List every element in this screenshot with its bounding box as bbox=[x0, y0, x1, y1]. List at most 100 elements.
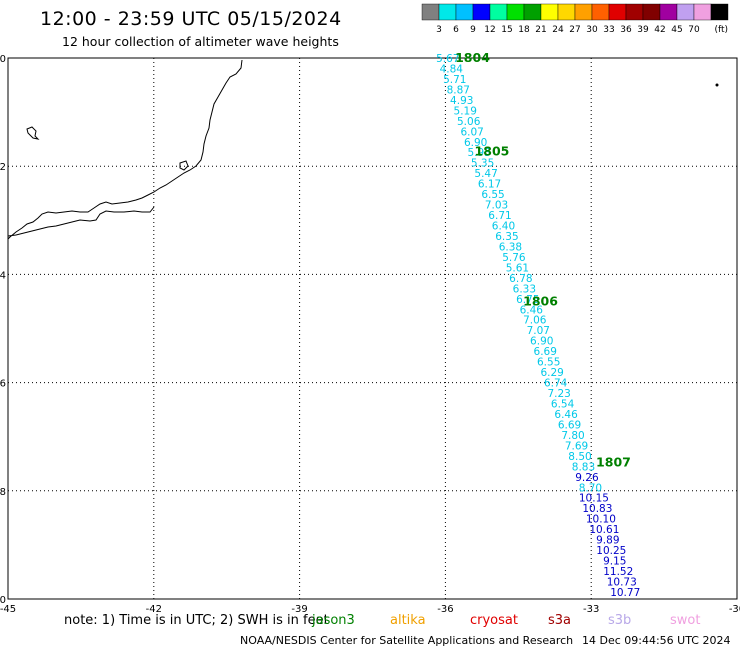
swh-value: 10.73 bbox=[607, 576, 637, 588]
swh-value: 6.74 bbox=[544, 378, 568, 390]
swh-value: 4.84 bbox=[440, 63, 464, 75]
swh-value: 6.46 bbox=[520, 304, 544, 316]
swh-value: 6.54 bbox=[551, 399, 575, 411]
swh-value: 5.93 bbox=[467, 147, 490, 159]
colorbar-tick-label: 3 bbox=[436, 25, 442, 35]
pass-time-label: 1807 bbox=[596, 455, 631, 470]
colorbar-tick-label: 45 bbox=[671, 25, 682, 35]
colorbar-tick-label: 30 bbox=[586, 25, 598, 35]
swh-value: 10.83 bbox=[582, 503, 612, 515]
colorbar-tick-label: 39 bbox=[637, 25, 649, 35]
satellite-legend-item: s3a bbox=[548, 613, 572, 628]
lat-tick-label: -28 bbox=[0, 487, 6, 498]
satellite-legend-item: altika bbox=[390, 613, 426, 628]
swh-value: 11.52 bbox=[603, 566, 633, 578]
figure-subtitle: 12 hour collection of altimeter wave hei… bbox=[62, 34, 339, 49]
colorbar-tick-label: 24 bbox=[552, 25, 564, 35]
swh-value: 5.47 bbox=[474, 168, 497, 180]
wave-height-map: -45 -42 -39 -36 -33 -30 -20 -22 -24 -26 -28 -30 5.6… bbox=[0, 50, 740, 615]
figure-title: 12:00 - 23:59 UTC 05/15/2024 bbox=[40, 8, 342, 30]
lon-tick-label: -45 bbox=[0, 604, 16, 615]
swh-value: 6.40 bbox=[492, 221, 515, 233]
swh-value: 6.35 bbox=[495, 231, 518, 243]
island-outline bbox=[26, 126, 40, 140]
colorbar-tick-label: 27 bbox=[569, 25, 580, 35]
island-outline bbox=[179, 160, 189, 171]
swh-value: 5.76 bbox=[502, 252, 526, 264]
swh-value: 6.29 bbox=[540, 367, 563, 379]
swh-value: 8.87 bbox=[447, 84, 470, 96]
pass-time-label: 1805 bbox=[475, 144, 510, 159]
swh-value: 6.55 bbox=[537, 357, 560, 369]
swh-value: 8.70 bbox=[579, 482, 602, 494]
swh-value: 6.75 bbox=[516, 294, 539, 306]
swh-value: 6.46 bbox=[554, 409, 578, 421]
lon-tick-label: -36 bbox=[437, 604, 453, 615]
colorbar-tick-label: 12 bbox=[484, 25, 495, 35]
colorbar-tick-label: 42 bbox=[654, 25, 665, 35]
satellite-legend-item: jason3 bbox=[312, 613, 355, 628]
graticule bbox=[8, 58, 737, 599]
swh-value: 5.06 bbox=[457, 116, 481, 128]
colorbar-tick-label: 70 bbox=[688, 25, 700, 35]
generated-timestamp: 14 Dec 09:44:56 UTC 2024 bbox=[582, 634, 731, 647]
swh-value: 5.35 bbox=[471, 158, 494, 170]
swh-value: 6.90 bbox=[530, 336, 553, 348]
lat-tick-label: -24 bbox=[0, 270, 6, 281]
colorbar-swatch bbox=[710, 3, 729, 21]
lat-tick-label: -26 bbox=[0, 379, 6, 390]
lat-tick-label: -30 bbox=[0, 595, 6, 606]
swh-value: 7.80 bbox=[561, 430, 584, 442]
swh-value: 5.61 bbox=[506, 262, 529, 274]
swh-value: 10.15 bbox=[579, 493, 609, 505]
swh-value: 9.15 bbox=[603, 556, 626, 568]
swh-value: 6.38 bbox=[499, 241, 522, 253]
swh-value: 6.33 bbox=[513, 283, 536, 295]
pass-time-label: 1804 bbox=[455, 50, 490, 65]
axis-tick-labels: -45 -42 -39 -36 -33 -30 -20 -22 -24 -26 -28 -30 bbox=[0, 54, 740, 615]
swh-value: 8.83 bbox=[572, 461, 595, 473]
swh-value: 7.07 bbox=[527, 325, 550, 337]
pass-time-labels: 1804 1805 1806 1807 bbox=[455, 50, 631, 470]
swh-value: 10.10 bbox=[586, 514, 616, 526]
swh-value: 6.71 bbox=[488, 210, 511, 222]
colorbar-tick-label: 6 bbox=[453, 25, 459, 35]
swh-value: 6.69 bbox=[558, 419, 581, 431]
island-dot bbox=[715, 83, 719, 87]
colorbar-tick-label: 9 bbox=[470, 25, 476, 35]
colorbar-tick-label: 18 bbox=[518, 25, 530, 35]
swh-value: 5.19 bbox=[454, 105, 477, 117]
swh-values: 5.674.845.718.874.935.195.066.076.905.93… bbox=[436, 53, 640, 599]
swh-value: 8.50 bbox=[568, 451, 591, 463]
swh-value: 10.61 bbox=[589, 524, 619, 536]
swh-value: 9.26 bbox=[575, 472, 599, 484]
satellite-legend-item: cryosat bbox=[470, 613, 518, 628]
swh-value: 7.06 bbox=[523, 315, 547, 327]
colorbar-legend: 3 6 9 12 15 18 21 24 27 30 33 36 39 42 45 70 (ft) bbox=[421, 3, 729, 35]
colorbar-tick-label: 21 bbox=[535, 25, 546, 35]
colorbar-tick-label: 36 bbox=[620, 25, 632, 35]
swh-value: 10.25 bbox=[596, 545, 626, 557]
swh-value: 6.07 bbox=[460, 126, 483, 138]
swh-value: 4.93 bbox=[450, 95, 473, 107]
swh-value: 7.69 bbox=[565, 440, 588, 452]
pass-time-label: 1806 bbox=[523, 293, 558, 308]
swh-value: 10.77 bbox=[610, 587, 640, 599]
swh-value: 6.78 bbox=[509, 273, 532, 285]
swh-value: 6.69 bbox=[534, 346, 557, 358]
lat-tick-label: -20 bbox=[0, 54, 6, 65]
swh-value: 6.55 bbox=[481, 189, 504, 201]
lon-tick-label: -42 bbox=[146, 604, 162, 615]
lat-tick-label: -22 bbox=[0, 162, 6, 173]
swh-value: 7.03 bbox=[485, 200, 508, 212]
colorbar-tick-label: 15 bbox=[501, 25, 512, 35]
satellite-legend-item: s3b bbox=[608, 613, 632, 628]
lon-tick-label: -33 bbox=[583, 604, 599, 615]
credit-line: NOAA/NESDIS Center for Satellite Applica… bbox=[240, 634, 574, 647]
swh-value: 6.90 bbox=[464, 137, 487, 149]
swh-value: 9.89 bbox=[596, 535, 619, 547]
lon-tick-label: -39 bbox=[291, 604, 307, 615]
swh-value: 5.67 bbox=[436, 53, 459, 65]
map-frame bbox=[7, 57, 738, 600]
